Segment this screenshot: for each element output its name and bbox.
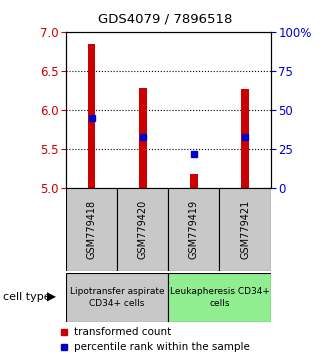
Text: GSM779419: GSM779419	[189, 200, 199, 259]
Bar	[88, 44, 95, 188]
Text: cell type: cell type	[3, 292, 51, 302]
Text: transformed count: transformed count	[74, 327, 171, 337]
Bar	[117, 188, 168, 271]
Bar	[66, 273, 168, 322]
Text: percentile rank within the sample: percentile rank within the sample	[74, 342, 250, 352]
Bar	[168, 188, 219, 271]
Text: GSM779418: GSM779418	[86, 200, 97, 259]
Bar	[190, 175, 198, 188]
Bar	[241, 90, 249, 188]
Text: GSM779420: GSM779420	[138, 200, 148, 259]
Bar	[219, 188, 271, 271]
Text: ▶: ▶	[47, 291, 56, 304]
Bar	[66, 188, 117, 271]
Text: Leukapheresis CD34+
cells: Leukapheresis CD34+ cells	[170, 287, 269, 308]
Bar	[168, 273, 271, 322]
Text: GDS4079 / 7896518: GDS4079 / 7896518	[98, 12, 232, 25]
Text: Lipotransfer aspirate
CD34+ cells: Lipotransfer aspirate CD34+ cells	[70, 287, 164, 308]
Text: GSM779421: GSM779421	[240, 200, 250, 259]
Bar	[139, 88, 147, 188]
